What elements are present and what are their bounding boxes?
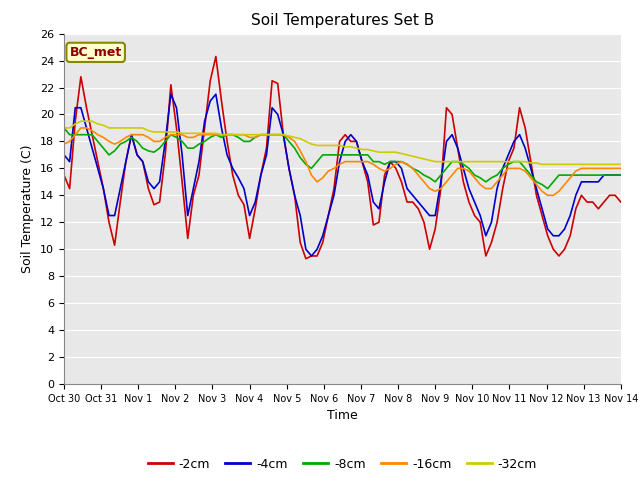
- Legend: -2cm, -4cm, -8cm, -16cm, -32cm: -2cm, -4cm, -8cm, -16cm, -32cm: [143, 453, 542, 476]
- Y-axis label: Soil Temperature (C): Soil Temperature (C): [22, 144, 35, 273]
- X-axis label: Time: Time: [327, 409, 358, 422]
- Title: Soil Temperatures Set B: Soil Temperatures Set B: [251, 13, 434, 28]
- Text: BC_met: BC_met: [70, 46, 122, 59]
